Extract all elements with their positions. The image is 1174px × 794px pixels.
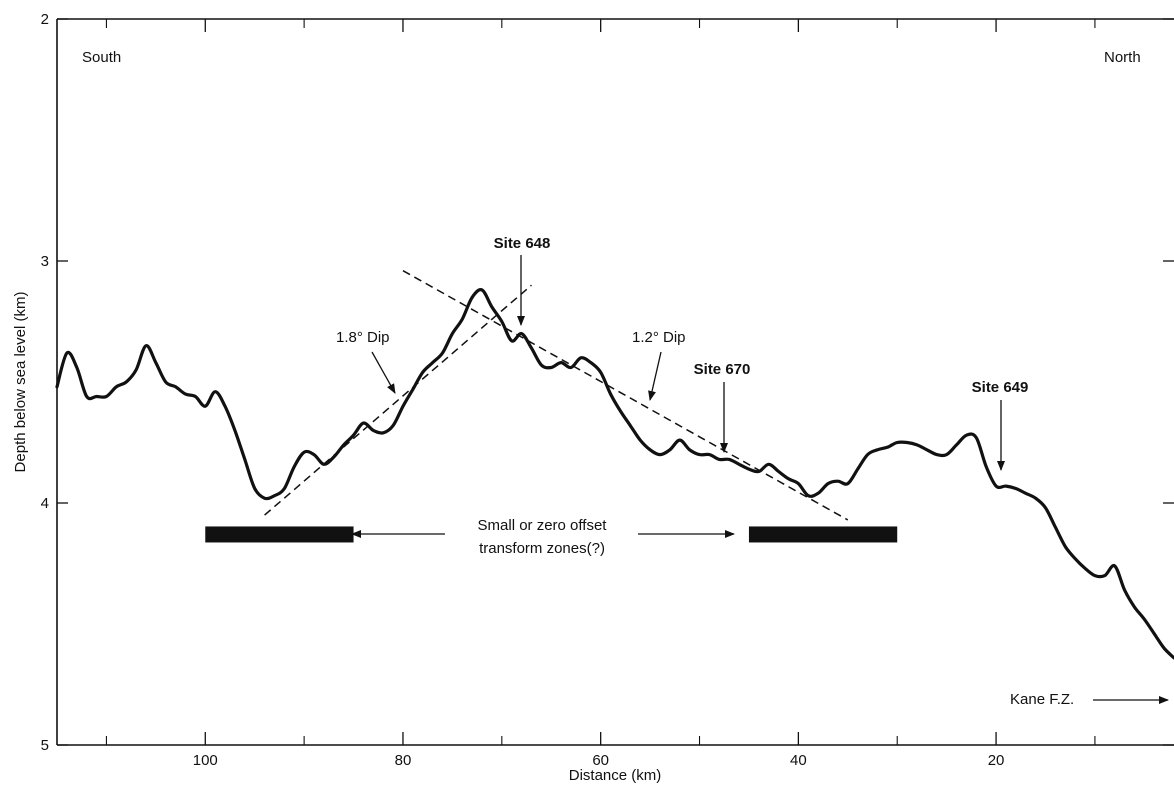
arrow-dip-1-8 <box>371 351 396 394</box>
label-transform-zones-line1: Small or zero offset <box>478 517 608 534</box>
label-site-648: Site 648 <box>494 235 551 252</box>
depth-profile-line <box>55 288 1174 660</box>
label-kane-fz: Kane F.Z. <box>1010 691 1074 708</box>
y-tick-label: 4 <box>41 495 49 512</box>
y-axis-title: Depth below sea level (km) <box>12 292 29 473</box>
x-tick-label: 40 <box>790 752 807 769</box>
arrow-dip-1-2 <box>648 351 662 401</box>
dip-line <box>402 270 849 521</box>
label-south: South <box>82 49 121 66</box>
x-tick-label: 20 <box>988 752 1005 769</box>
y-tick-label: 2 <box>41 11 49 28</box>
label-north: North <box>1104 49 1141 66</box>
label-site-649: Site 649 <box>972 379 1029 396</box>
dip-lines <box>264 270 849 521</box>
x-tick-label: 100 <box>193 752 218 769</box>
x-axis-title: Distance (km) <box>569 767 662 784</box>
x-tick-label: 60 <box>592 752 609 769</box>
bathymetry-series <box>55 288 1174 660</box>
axis-tick-labels: 100 80 60 40 20 2 3 4 5 <box>41 11 1005 769</box>
y-tick-label: 3 <box>41 253 49 270</box>
dip-line <box>264 284 532 516</box>
label-dip-1-2: 1.2° Dip <box>632 329 686 346</box>
y-tick-label: 5 <box>41 737 49 754</box>
transform-zone-bars <box>205 526 898 543</box>
transform-zone-bar <box>205 526 354 543</box>
transform-zone-bar <box>748 526 898 543</box>
label-transform-zones-line2: transform zones(?) <box>479 540 605 557</box>
label-site-670: Site 670 <box>694 361 751 378</box>
axis-ticks <box>57 18 1174 746</box>
label-dip-1-8: 1.8° Dip <box>336 329 390 346</box>
x-tick-label: 80 <box>395 752 412 769</box>
